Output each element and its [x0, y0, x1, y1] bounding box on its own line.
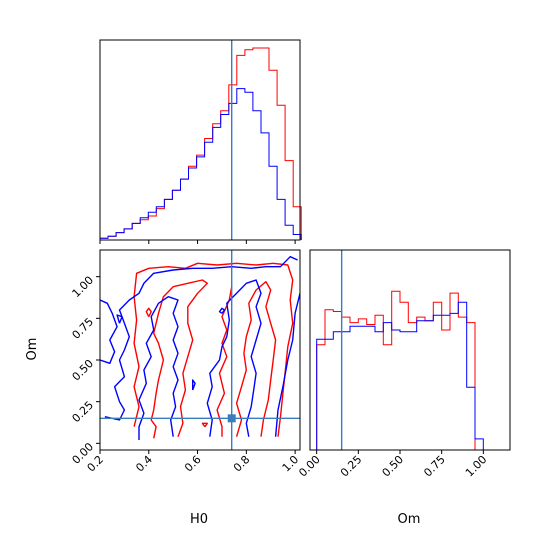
contour-y-tick-label-4: 1.00 — [70, 274, 97, 301]
contour-0-0 — [133, 262, 294, 437]
contour-1-5 — [116, 314, 123, 324]
om-histogram-frame — [309, 249, 511, 451]
contour-y-tick-label-1: 0.25 — [70, 399, 97, 426]
contour-0-4 — [145, 307, 152, 318]
om-hist-x-tick-label-3: 0.75 — [421, 453, 448, 480]
contour-x-tick-label-1: 0.4 — [133, 453, 155, 475]
contour-x-tick-label-3: 0.8 — [231, 453, 253, 475]
h0-histogram-frame — [99, 39, 301, 241]
contour-0-5 — [201, 422, 208, 428]
contour-y-tick-label-3: 0.75 — [70, 315, 97, 342]
histogram-series-0 — [99, 47, 302, 240]
contour-1-7 — [192, 379, 196, 391]
contour-y-tick-label-2: 0.50 — [70, 357, 97, 384]
contour-1-0 — [104, 256, 298, 421]
contour-0-1 — [150, 279, 208, 439]
y-axis-label-om: Om — [25, 338, 40, 361]
contour-frame — [99, 249, 301, 451]
x-axis-label-h0: H0 — [190, 512, 208, 527]
om-hist-x-tick-label-2: 0.50 — [380, 453, 407, 480]
contour-x-tick-label-2: 0.6 — [182, 453, 204, 475]
om-marginal-histogram: 0.00 0.25 0.50 0.75 1.00 — [296, 249, 511, 480]
contour-area — [100, 256, 300, 440]
contour-1-1 — [100, 299, 118, 364]
om-hist-x-tick-label-1: 0.25 — [338, 453, 365, 480]
h0-marginal-histogram — [99, 39, 302, 244]
x-axis-label-om: Om — [398, 512, 421, 527]
om-hist-x-tick-label-0: 0.00 — [296, 453, 323, 480]
contour-1-4 — [274, 293, 300, 437]
histogram-series-0 — [316, 290, 500, 451]
contour-0-2 — [235, 281, 277, 437]
om-vs-h0-contour-plot: 0.2 0.4 0.6 0.8 1.00.000.250.500.751.00 — [70, 249, 301, 475]
histogram-series-1 — [99, 88, 302, 240]
contour-1-6 — [218, 307, 226, 314]
histogram-series-1 — [316, 301, 500, 451]
om-hist-x-tick-label-4: 1.00 — [463, 453, 490, 480]
contour-1-3 — [206, 279, 262, 437]
truth-marker — [227, 414, 236, 423]
contour-1-2 — [138, 296, 179, 440]
